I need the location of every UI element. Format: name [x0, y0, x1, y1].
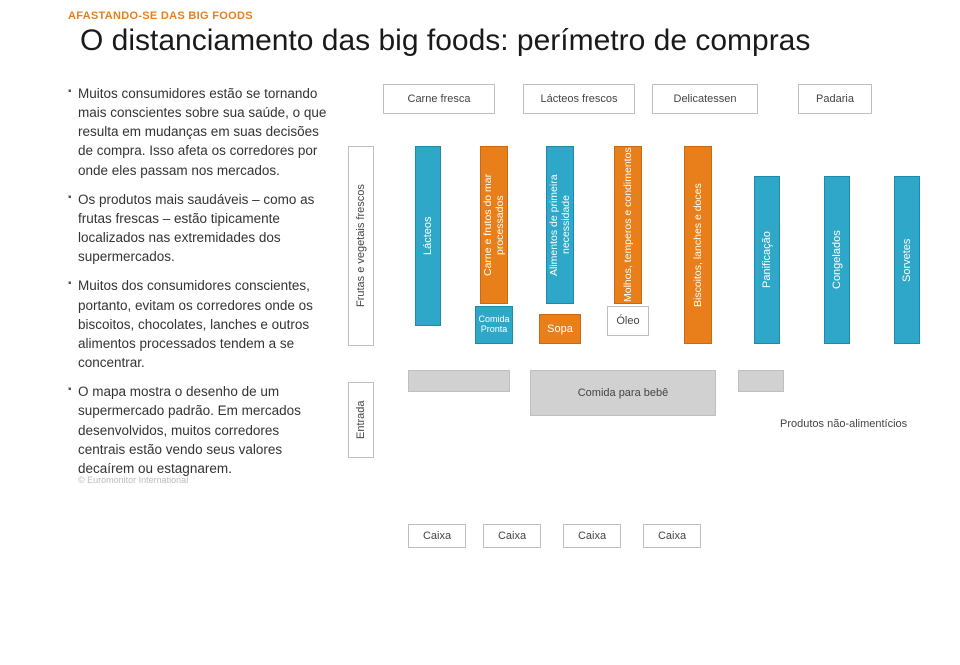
aisle-molhos: Molhos, temperos e condimentos	[614, 146, 642, 304]
text-column: Muitos consumidores estão se tornando ma…	[68, 84, 330, 624]
bullet-3: Muitos dos consumidores conscientes, por…	[68, 276, 330, 372]
aisle-biscoitos-label: Biscoitos, lanches e doces	[692, 183, 704, 307]
aisle-frutas: Frutas e vegetais frescos	[348, 146, 374, 346]
top-padaria: Padaria	[798, 84, 872, 114]
caixa-4: Caixa	[643, 524, 701, 548]
page-title: O distanciamento das big foods: perímetr…	[80, 24, 940, 58]
aisle-carne-proc: Carne e frutos do mar processados	[480, 146, 508, 304]
bullet-1: Muitos consumidores estão se tornando ma…	[68, 84, 330, 180]
aisle-cong: Congelados	[824, 176, 850, 344]
aisle-biscoitos: Biscoitos, lanches e doces	[684, 146, 712, 344]
nao-alimenticios: Produtos não-alimentícios	[780, 414, 940, 434]
aisle-alimentos-nec-label: Alimentos de primeira necessidade	[548, 147, 572, 303]
aisle-frutas-label: Frutas e vegetais frescos	[355, 185, 367, 308]
aisle-lacteos-label: Lácteos	[422, 217, 434, 256]
top-carne: Carne fresca	[383, 84, 495, 114]
aisle-carne-proc-label: Carne e frutos do mar processados	[482, 147, 506, 303]
caixa-1: Caixa	[408, 524, 466, 548]
top-deli: Delicatessen	[652, 84, 758, 114]
bullet-4: O mapa mostra o desenho de um supermerca…	[68, 382, 330, 478]
top-lacteos: Lácteos frescos	[523, 84, 635, 114]
caixa-2: Caixa	[483, 524, 541, 548]
aisle-oleo: Óleo	[607, 306, 649, 336]
aisle-panif-label: Panificação	[761, 232, 773, 289]
bar-bebe: Comida para bebê	[530, 370, 716, 416]
aisle-sorv: Sorvetes	[894, 176, 920, 344]
aisle-entrada: Entrada	[348, 382, 374, 458]
caixa-3: Caixa	[563, 524, 621, 548]
gray-bar-2	[738, 370, 784, 392]
eyebrow: AFASTANDO-SE DAS BIG FOODS	[68, 10, 940, 22]
aisle-alimentos-nec: Alimentos de primeira necessidade	[546, 146, 574, 304]
aisle-sopa: Sopa	[539, 314, 581, 344]
aisle-entrada-label: Entrada	[355, 401, 367, 440]
aisle-cong-label: Congelados	[831, 231, 843, 290]
gray-bar-1	[408, 370, 510, 392]
aisle-panif: Panificação	[754, 176, 780, 344]
bullet-2: Os produtos mais saudáveis – como as fru…	[68, 190, 330, 267]
aisle-sorv-label: Sorvetes	[901, 238, 913, 281]
store-map: Carne fresca Lácteos frescos Delicatesse…	[348, 84, 940, 624]
aisle-comida-pronta: Comida Pronta	[475, 306, 513, 344]
aisle-lacteos: Lácteos	[415, 146, 441, 326]
aisle-molhos-label: Molhos, temperos e condimentos	[622, 148, 634, 303]
